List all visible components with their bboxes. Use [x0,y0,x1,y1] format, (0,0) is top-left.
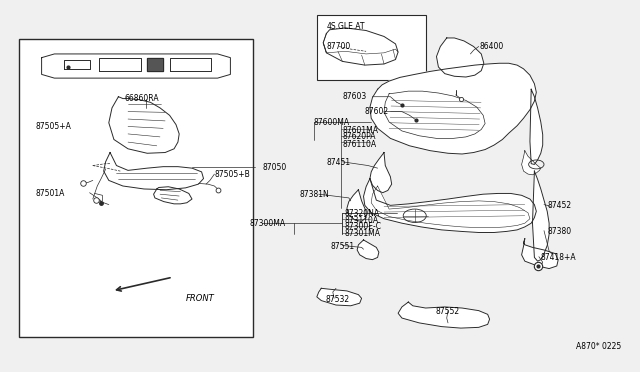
Polygon shape [522,239,558,269]
Text: 87452: 87452 [547,201,572,210]
Text: 87552: 87552 [436,307,460,316]
Text: 873110A: 873110A [344,216,378,225]
Text: 876110A: 876110A [342,140,376,149]
Text: 4S.GLE.AT: 4S.GLE.AT [326,22,365,31]
Polygon shape [170,58,211,71]
Polygon shape [147,58,163,71]
Text: 66860RA: 66860RA [125,94,159,103]
Polygon shape [370,63,536,154]
Text: 87505+B: 87505+B [214,170,250,179]
Text: 87620PA: 87620PA [342,132,376,141]
Polygon shape [436,38,484,77]
Polygon shape [357,240,379,260]
Text: 87505+A: 87505+A [35,122,71,131]
Bar [19,39,253,337]
Polygon shape [364,179,536,232]
Text: 87320NA: 87320NA [344,209,380,218]
Text: 87380: 87380 [547,227,572,236]
Polygon shape [347,190,366,221]
Text: 87300E-C: 87300E-C [344,222,381,231]
Polygon shape [323,28,398,65]
Text: 87602: 87602 [365,107,389,116]
Text: 87501A: 87501A [35,189,65,198]
Polygon shape [104,153,204,190]
Text: 87418+A: 87418+A [541,253,577,262]
Text: 87300MA: 87300MA [250,219,285,228]
Polygon shape [371,186,530,228]
Text: 87601MA: 87601MA [342,126,378,135]
Text: 87381N: 87381N [300,190,329,199]
Text: 87451: 87451 [326,158,351,167]
Text: 87301MA: 87301MA [344,229,380,238]
Text: 87551: 87551 [331,242,355,251]
Text: 86400: 86400 [480,42,504,51]
Text: A870* 0225: A870* 0225 [576,342,621,351]
Polygon shape [64,60,90,69]
Text: 87603: 87603 [342,92,367,101]
Text: 87700: 87700 [326,42,351,51]
Polygon shape [154,187,192,204]
Polygon shape [532,171,549,261]
Bar [317,15,426,80]
Text: 87050: 87050 [262,163,287,172]
Polygon shape [370,153,392,193]
Polygon shape [384,91,485,138]
Polygon shape [522,151,541,175]
Polygon shape [317,288,362,306]
Polygon shape [99,58,141,71]
Text: FRONT: FRONT [186,294,214,303]
Polygon shape [42,54,230,78]
Polygon shape [398,302,490,328]
Polygon shape [109,97,179,153]
Text: 87600MA: 87600MA [314,118,349,127]
Polygon shape [530,89,543,164]
Text: 87532: 87532 [325,295,349,304]
